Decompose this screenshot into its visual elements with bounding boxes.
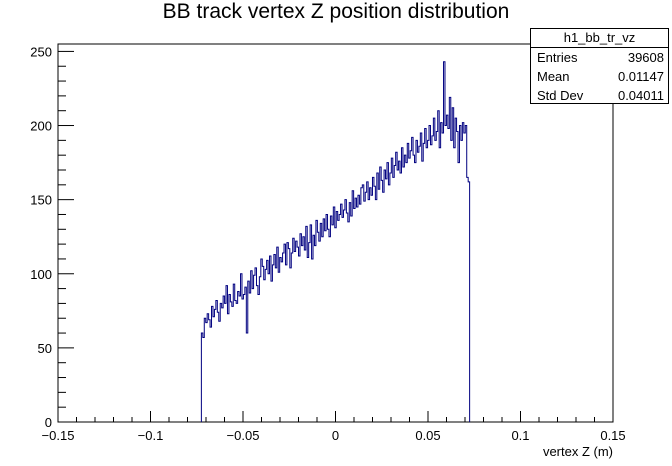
stats-label: Std Dev [537, 88, 584, 103]
stats-row-mean: Mean 0.01147 [531, 67, 668, 86]
x-tick-label: 0 [332, 428, 339, 443]
stats-histogram-name: h1_bb_tr_vz [531, 29, 668, 48]
chart-title: BB track vertex Z position distribution [162, 0, 510, 23]
stats-value: 0.01147 [617, 69, 664, 84]
x-tick-label: 0.15 [600, 428, 625, 443]
y-axis: 0 50 100 150 200 250 [30, 44, 74, 430]
stats-label: Mean [537, 69, 570, 84]
y-tick-label: 250 [30, 44, 52, 59]
x-tick-label: −0.1 [138, 428, 164, 443]
y-tick-label: 100 [30, 267, 52, 282]
x-axis: −0.15 −0.1 −0.05 0 0.05 0.1 0.15 [42, 411, 626, 443]
y-tick-label: 200 [30, 119, 52, 134]
x-tick-label: −0.05 [227, 428, 260, 443]
x-tick-label: −0.15 [42, 428, 75, 443]
x-axis-label: vertex Z (m) [543, 444, 613, 459]
stats-row-entries: Entries 39608 [531, 48, 668, 67]
stats-value: 39608 [627, 50, 664, 65]
x-tick-label: 0.1 [511, 428, 529, 443]
x-tick-label: 0.05 [415, 428, 440, 443]
stats-label: Entries [537, 50, 578, 65]
stats-box: h1_bb_tr_vz Entries 39608 Mean 0.01147 S… [530, 28, 669, 104]
stats-row-stddev: Std Dev 0.04011 [531, 86, 668, 105]
y-tick-label: 0 [45, 415, 52, 430]
y-tick-label: 150 [30, 193, 52, 208]
stats-value: 0.04011 [617, 88, 664, 103]
histogram-line [200, 61, 471, 422]
y-tick-label: 50 [38, 341, 52, 356]
